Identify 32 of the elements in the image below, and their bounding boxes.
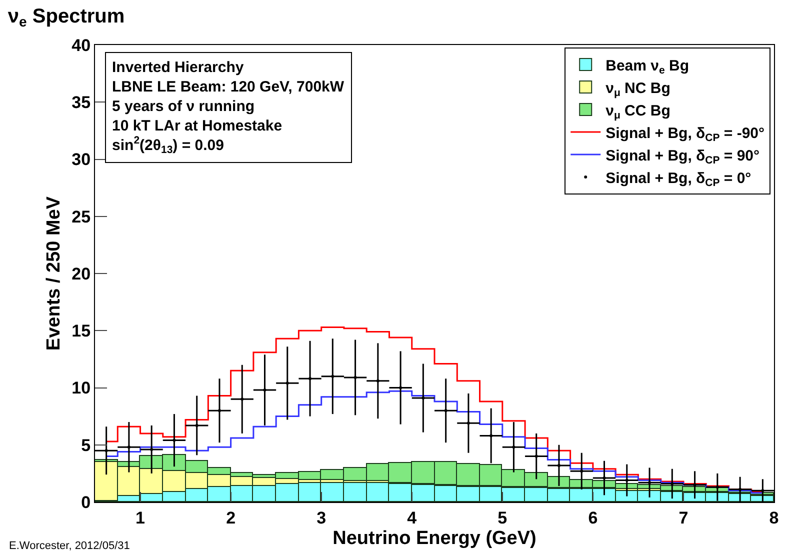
y-tick-label: 40 bbox=[72, 36, 91, 55]
legend-label: Beam ν$_{e}$ Bg bbox=[606, 57, 689, 77]
x-tick-label: 8 bbox=[769, 508, 779, 528]
legend-label: Signal + Bg, δ$_{CP}$ = 0° bbox=[606, 170, 752, 190]
y-tick-label: 15 bbox=[72, 322, 91, 341]
y-tick-label: 5 bbox=[81, 436, 91, 455]
annotation: 10 kT LAr at Homestake bbox=[112, 118, 282, 134]
x-tick-label: 1 bbox=[136, 508, 146, 528]
legend-label: Signal + Bg, δ$_{CP}$ = -90° bbox=[606, 124, 765, 144]
y-axis-title: Events / 250 MeV bbox=[44, 196, 65, 351]
legend-label: ν$_{μ}$ CC Bg bbox=[606, 102, 670, 122]
text: E.Worcester, 2012/05/31 bbox=[9, 540, 130, 552]
x-tick-label: 7 bbox=[678, 508, 688, 528]
legend-label: Signal + Bg, δ$_{CP}$ = 90° bbox=[606, 147, 760, 167]
y-tick-label: 30 bbox=[72, 150, 91, 170]
annotation: 5 years of ν running bbox=[112, 98, 255, 115]
chart-title: ν$_{e}$ Spectrum bbox=[8, 5, 125, 30]
x-tick-label: 2 bbox=[226, 508, 236, 528]
x-tick-label: 5 bbox=[498, 508, 508, 528]
y-tick-label: 10 bbox=[72, 378, 91, 398]
annotation: LBNE LE Beam: 120 GeV, 700kW bbox=[112, 78, 345, 96]
annotation: Inverted Hierarchy bbox=[112, 59, 244, 76]
x-axis-title: Neutrino Energy (GeV) bbox=[332, 528, 536, 550]
y-tick-label: 35 bbox=[72, 93, 91, 112]
annotation: sin$^{2}$(2θ$_{13}$) = 0.09 bbox=[112, 134, 224, 156]
x-tick-label: 6 bbox=[588, 508, 598, 528]
x-tick-label: 3 bbox=[316, 508, 326, 528]
y-tick-label: 20 bbox=[72, 264, 91, 284]
y-tick-label: 0 bbox=[81, 492, 91, 512]
y-tick-label: 25 bbox=[72, 207, 91, 226]
legend-label: ν$_{μ}$ NC Bg bbox=[606, 80, 670, 100]
x-tick-label: 4 bbox=[407, 508, 418, 528]
